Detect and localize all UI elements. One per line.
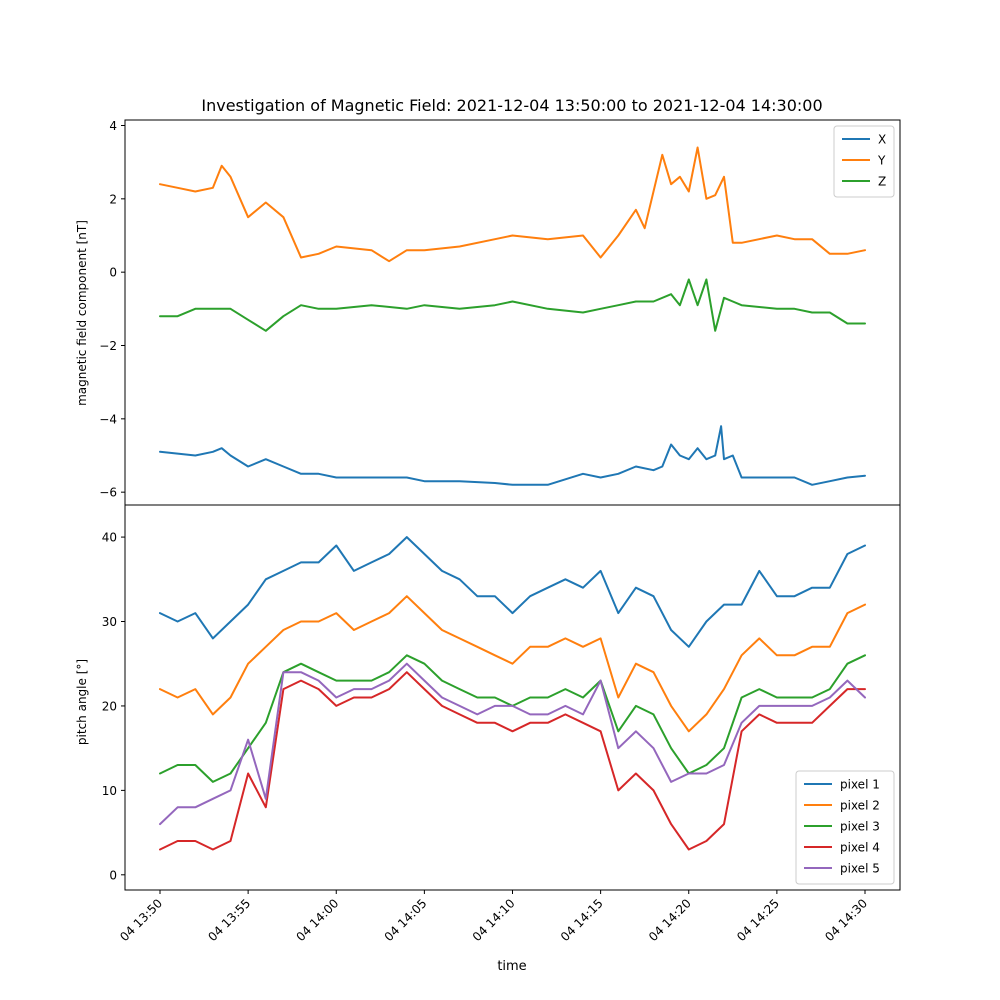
y-tick-label: 40: [102, 531, 117, 545]
legend-box: [795, 770, 895, 885]
legend-label: pixel 4: [840, 841, 880, 855]
legend-label: Z: [878, 175, 886, 189]
y-tick-label: 20: [102, 699, 117, 713]
series-line-pixel-5: [159, 662, 866, 826]
axes-frames: [124, 119, 901, 891]
y-tick-label: −4: [99, 412, 117, 426]
legend-label: Y: [877, 154, 886, 168]
bottom-ylabel: pitch angle [°]: [75, 659, 89, 745]
y-tick-label: 30: [102, 615, 117, 629]
y-tick-label: 0: [109, 266, 117, 280]
magnetic-field-panel: 420−2−4−6 magnetic field component [nT] …: [75, 119, 895, 500]
chart-title: Investigation of Magnetic Field: 2021-12…: [201, 96, 822, 115]
bottom-series-lines: [159, 536, 866, 851]
series-line-z: [159, 278, 866, 332]
top-ylabel: magnetic field component [nT]: [75, 220, 89, 406]
legend-label: pixel 1: [840, 778, 880, 792]
series-line-pixel-4: [159, 671, 866, 851]
legend-label: pixel 5: [840, 862, 880, 876]
y-tick-label: −2: [99, 339, 117, 353]
bottom-legend: pixel 1 pixel 2 pixel 3 pixel 4 pixel 5: [795, 770, 895, 885]
y-tick-label: 2: [109, 192, 117, 206]
legend-label: X: [878, 133, 886, 147]
bottom-y-axis: 0 10 20 30 40: [102, 531, 125, 882]
y-tick-label: 10: [102, 784, 117, 798]
x-axis-label: time: [497, 959, 526, 974]
top-legend: XYZ: [833, 125, 895, 198]
y-tick-label: 0: [109, 868, 117, 882]
y-tick-label: −6: [99, 486, 117, 500]
series-line-pixel-1: [159, 536, 866, 648]
top-y-axis: 4 2 0 −2 −4 −6: [99, 119, 125, 500]
legend-label: pixel 3: [840, 820, 880, 834]
series-line-x: [159, 425, 866, 486]
top-series-lines: [159, 146, 866, 486]
legend-label: pixel 2: [840, 799, 880, 813]
y-tick-label: 4: [109, 119, 117, 133]
legend-box: [833, 125, 895, 198]
series-line-pixel-2: [159, 595, 866, 733]
series-line-y: [159, 146, 866, 263]
